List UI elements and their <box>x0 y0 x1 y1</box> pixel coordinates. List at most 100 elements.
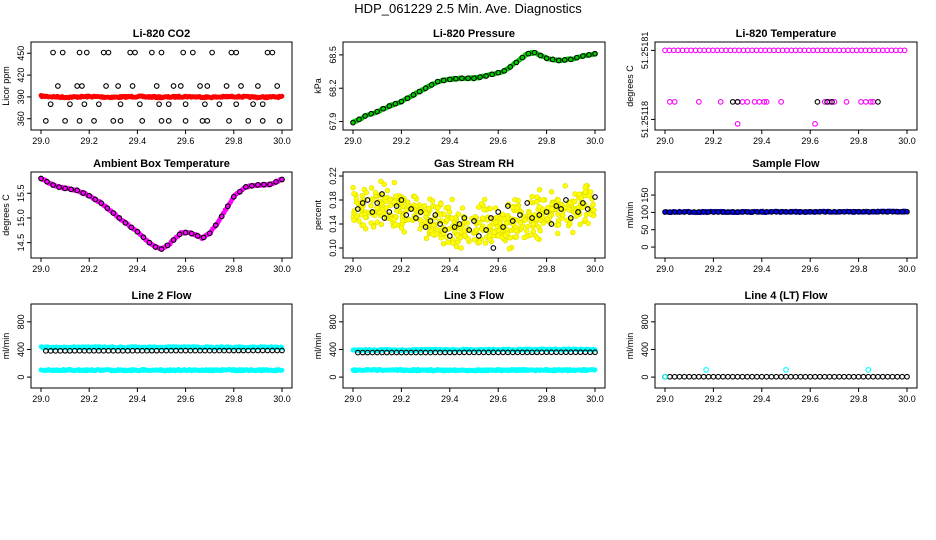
data-point <box>513 227 519 234</box>
x-tick-label: 29.6 <box>177 136 195 146</box>
panel-6: Line 2 Flow ml/min 29.0 29.2 29.4 29.6 29.8 30.… <box>1 290 293 404</box>
data-point <box>739 373 746 380</box>
data-point <box>368 110 375 117</box>
x-tick-label: 29.6 <box>177 264 195 274</box>
data-point <box>392 221 398 228</box>
series-temp-top <box>662 47 908 54</box>
data-point <box>773 373 780 380</box>
data-point <box>489 71 496 78</box>
data-point <box>720 373 726 380</box>
x-tick-label: 29.6 <box>801 136 819 146</box>
data-point <box>592 194 598 200</box>
y-tick-label: 0.14 <box>328 215 338 233</box>
data-point <box>729 99 736 105</box>
data-point <box>279 176 285 183</box>
data-point <box>486 233 493 239</box>
data-point <box>354 206 361 212</box>
data-point <box>423 235 430 241</box>
data-point <box>274 83 281 89</box>
data-point <box>158 246 165 252</box>
series-line3-low <box>350 367 598 374</box>
data-point <box>372 189 379 196</box>
x-tick-label: 29.8 <box>538 264 556 274</box>
data-point <box>529 193 535 200</box>
x-tick-label: 29.0 <box>32 264 50 274</box>
data-point <box>841 373 847 380</box>
x-tick-label: 29.4 <box>129 394 147 404</box>
data-point <box>188 230 195 237</box>
x-tick-label: 29.4 <box>129 264 147 274</box>
data-point <box>555 197 561 203</box>
data-point <box>446 209 453 215</box>
x-tick-label: 29.4 <box>441 264 459 274</box>
panel-title: Line 2 Flow <box>132 290 192 302</box>
x-tick-label: 29.0 <box>344 136 362 146</box>
data-point <box>519 54 526 61</box>
data-point <box>901 47 908 54</box>
data-point <box>734 99 741 105</box>
data-point <box>434 78 441 85</box>
data-point <box>116 215 123 221</box>
data-point <box>350 184 356 191</box>
series-line3-samples <box>354 349 598 356</box>
data-point <box>360 222 367 228</box>
data-point <box>223 83 230 89</box>
data-point <box>751 99 758 105</box>
data-point <box>55 83 61 89</box>
data-point <box>744 373 751 380</box>
x-tick-label: 29.4 <box>129 136 147 146</box>
panel-4: Gas Stream RH percent 29.0 29.2 29.4 29.6 29.8… <box>313 158 606 274</box>
data-point <box>449 196 455 203</box>
x-tick-label: 29.0 <box>344 394 362 404</box>
x-tick-label: 29.8 <box>225 394 243 404</box>
x-tick-label: 30.0 <box>273 136 291 146</box>
panel-7: Line 3 Flow ml/min 29.0 29.2 29.4 29.6 29.8 30.… <box>313 290 606 404</box>
data-point <box>450 240 456 246</box>
data-point <box>865 373 872 380</box>
data-point <box>42 118 49 124</box>
data-point <box>140 234 147 241</box>
data-point <box>584 206 591 212</box>
data-point <box>567 220 573 227</box>
y-tick-label: 68.2 <box>328 79 338 97</box>
data-point <box>362 113 368 119</box>
data-point <box>725 373 731 380</box>
plot-frame <box>654 303 918 389</box>
y-axis-label: percent <box>313 199 323 230</box>
data-point <box>230 193 237 200</box>
data-point <box>899 373 906 380</box>
data-point <box>778 99 785 105</box>
y-tick-label: 0.10 <box>328 239 338 257</box>
data-point <box>369 197 376 203</box>
data-point <box>587 211 593 217</box>
data-point <box>398 197 405 203</box>
data-point <box>122 220 129 226</box>
y-axis-label: kPa <box>313 78 323 94</box>
data-point <box>537 227 543 234</box>
data-point <box>492 219 499 226</box>
data-point <box>522 217 528 223</box>
data-point <box>821 373 828 380</box>
panel-title: Gas Stream RH <box>434 158 514 170</box>
data-point <box>359 200 366 206</box>
panel-5: Sample Flow ml/min 29.0 29.2 29.4 29.6 29.8 30.… <box>625 158 918 274</box>
data-point <box>194 233 201 239</box>
data-point <box>904 208 910 215</box>
data-point <box>671 373 678 380</box>
data-point <box>228 49 235 56</box>
data-point <box>471 218 477 224</box>
data-point <box>482 240 489 246</box>
data-point <box>488 215 494 221</box>
data-point <box>351 191 357 197</box>
data-point <box>369 209 376 215</box>
data-point <box>267 181 273 188</box>
x-tick-label: 29.6 <box>489 394 507 404</box>
data-point <box>758 373 765 380</box>
data-point <box>428 82 435 88</box>
y-tick-label: 0 <box>16 375 26 380</box>
data-point <box>666 99 673 105</box>
data-point <box>505 203 511 209</box>
data-point <box>843 99 850 105</box>
data-point <box>189 49 196 56</box>
data-point <box>729 373 736 380</box>
